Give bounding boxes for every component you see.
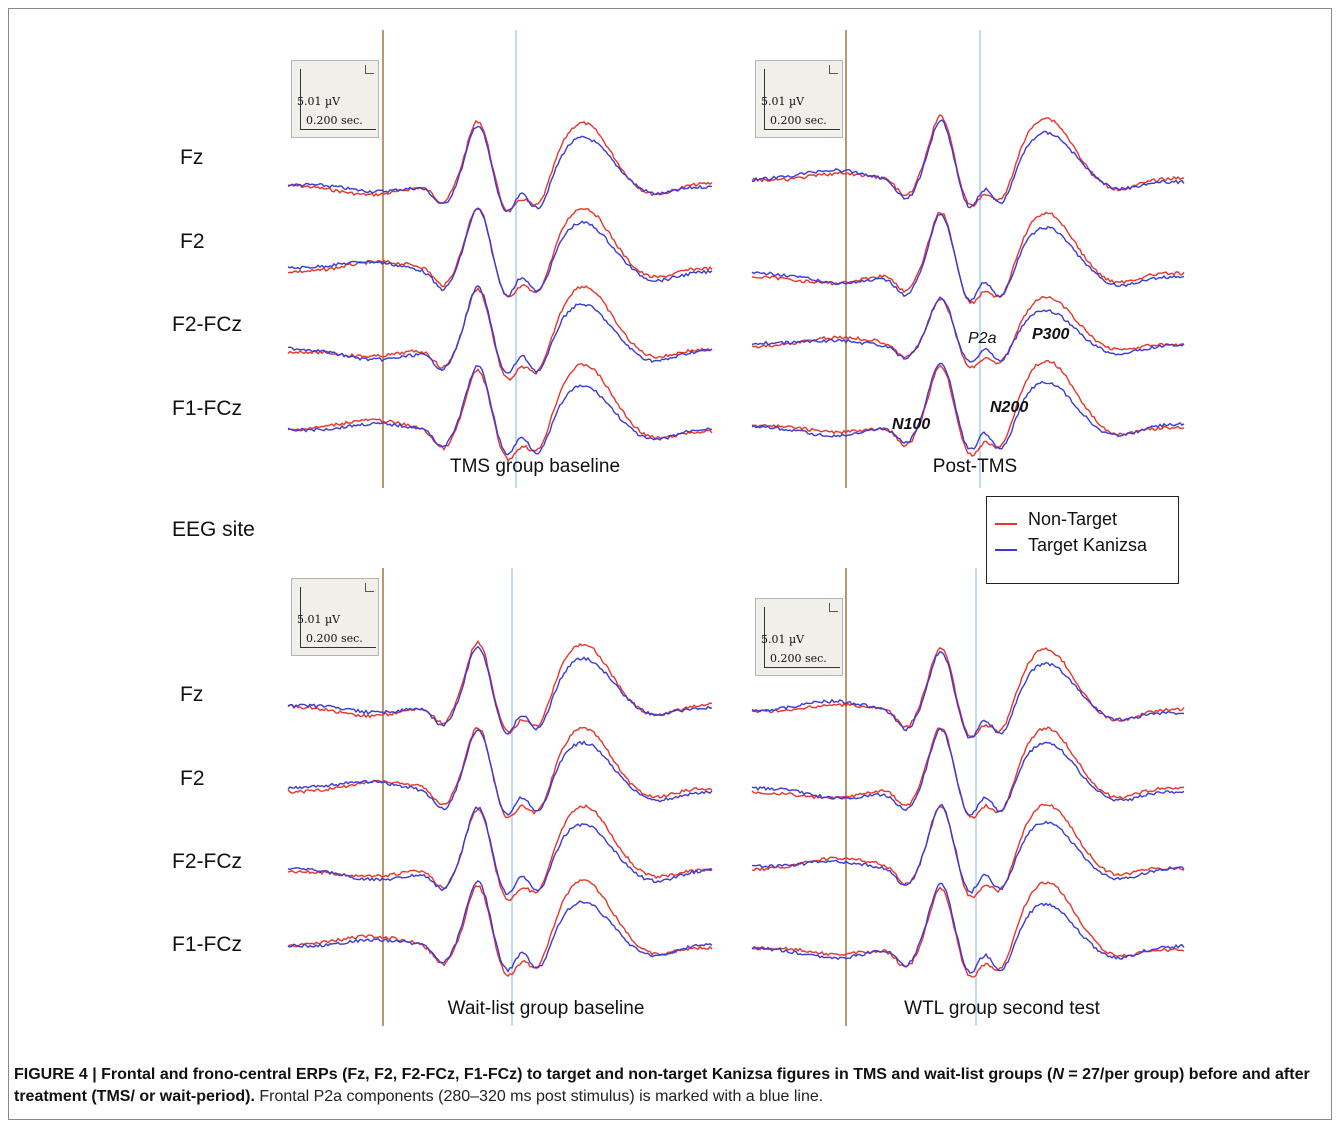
- erp-panel-wtl-second-test: 5.01 µV 0.200 sec. WTL group second test: [751, 568, 1186, 1028]
- site-label-f2fcz-bottom: F2-FCz: [172, 850, 242, 873]
- erp-trace-non-target: [751, 881, 1185, 978]
- legend: Non-Target Target Kanizsa: [986, 496, 1179, 584]
- erp-traces-wtl-second-test: [751, 568, 1185, 1026]
- site-label-fz-top: Fz: [180, 146, 204, 169]
- figure-caption: FIGURE 4 | Frontal and frono-central ERP…: [14, 1064, 1324, 1108]
- site-label-f1fcz-top: F1-FCz: [172, 397, 242, 420]
- annotation-p300: P300: [1032, 326, 1070, 343]
- erp-trace-non-target: [751, 296, 1185, 369]
- scale-bar: 5.01 µV 0.200 sec.: [291, 60, 379, 138]
- erp-trace-target: [751, 296, 1185, 363]
- erp-panel-tms-baseline: 5.01 µV 0.200 sec. TMS group baseline: [287, 30, 716, 490]
- caption-bold-2: = 27/per group) before and after treatme…: [14, 1066, 1310, 1105]
- annotation-n100: N100: [892, 416, 931, 433]
- erp-trace-non-target: [287, 285, 713, 382]
- scale-bar: 5.01 µV 0.200 sec.: [291, 578, 379, 656]
- erp-trace-target: [287, 645, 713, 735]
- erp-trace-target: [751, 119, 1185, 209]
- erp-trace-target: [287, 365, 713, 456]
- site-label-f1fcz-bottom: F1-FCz: [172, 933, 242, 956]
- panel-title: WTL group second test: [904, 998, 1100, 1019]
- panel-title: TMS group baseline: [449, 456, 621, 477]
- site-label-f2-top: F2: [180, 230, 205, 253]
- scale-time: 0.200 sec.: [306, 114, 363, 127]
- erp-trace-non-target: [751, 359, 1185, 457]
- site-label-fz-bottom: Fz: [180, 683, 204, 706]
- scale-amplitude: 5.01 µV: [761, 633, 805, 646]
- erp-trace-non-target: [287, 639, 713, 735]
- erp-traces-waitlist-baseline: [287, 568, 713, 1026]
- erp-trace-non-target: [751, 646, 1185, 739]
- erp-trace-target: [287, 806, 713, 896]
- legend-label-non-target: Non-Target: [1028, 509, 1118, 529]
- scale-time: 0.200 sec.: [770, 114, 827, 127]
- figure-frame: [8, 8, 1332, 1120]
- scale-time: 0.200 sec.: [770, 652, 827, 665]
- scale-time: 0.200 sec.: [306, 632, 363, 645]
- erp-trace-target: [751, 650, 1185, 739]
- site-label-f2-bottom: F2: [180, 767, 205, 790]
- erp-traces-post-tms: [751, 30, 1185, 488]
- scale-amplitude: 5.01 µV: [297, 613, 341, 626]
- erp-panel-post-tms: 5.01 µV 0.200 sec. P2a P300 N200 N100 Po…: [751, 30, 1186, 490]
- site-label-f2fcz-top: F2-FCz: [172, 313, 242, 336]
- legend-swatch-non-target: [995, 523, 1017, 525]
- erp-trace-non-target: [287, 804, 713, 902]
- erp-trace-target: [751, 882, 1185, 974]
- erp-trace-non-target: [751, 803, 1185, 899]
- erp-trace-non-target: [751, 726, 1185, 820]
- erp-trace-target: [287, 880, 713, 973]
- scale-amplitude: 5.01 µV: [297, 95, 341, 108]
- panel-title: Wait-list group baseline: [447, 998, 645, 1019]
- scale-bar: 5.01 µV 0.200 sec.: [755, 598, 843, 676]
- scale-amplitude: 5.01 µV: [761, 95, 805, 108]
- legend-swatch-target: [995, 549, 1017, 551]
- erp-trace-target: [287, 728, 713, 816]
- annotation-n200: N200: [990, 399, 1029, 416]
- erp-trace-target: [751, 213, 1185, 303]
- erp-trace-target: [751, 362, 1185, 450]
- scale-bar: 5.01 µV 0.200 sec.: [755, 60, 843, 138]
- erp-trace-target: [287, 125, 713, 213]
- panel-title: Post-TMS: [932, 456, 1018, 477]
- erp-trace-target: [287, 285, 713, 374]
- caption-n: N: [1052, 1066, 1064, 1083]
- erp-trace-non-target: [751, 211, 1185, 305]
- legend-label-target: Target Kanizsa: [1028, 535, 1148, 555]
- erp-traces-tms-baseline: [287, 30, 713, 488]
- erp-trace-target: [751, 727, 1185, 816]
- caption-normal: Frontal P2a components (280–320 ms post …: [254, 1088, 824, 1105]
- annotation-p2a: P2a: [968, 330, 997, 347]
- erp-trace-non-target: [287, 879, 713, 978]
- caption-bold-1: FIGURE 4 | Frontal and frono-central ERP…: [14, 1066, 1053, 1083]
- erp-panel-waitlist-baseline: 5.01 µV 0.200 sec. Wait-list group basel…: [287, 568, 716, 1028]
- erp-trace-target: [287, 208, 713, 298]
- erp-trace-target: [752, 803, 1185, 894]
- erp-trace-non-target: [287, 362, 713, 462]
- eeg-site-label: EEG site: [172, 518, 255, 541]
